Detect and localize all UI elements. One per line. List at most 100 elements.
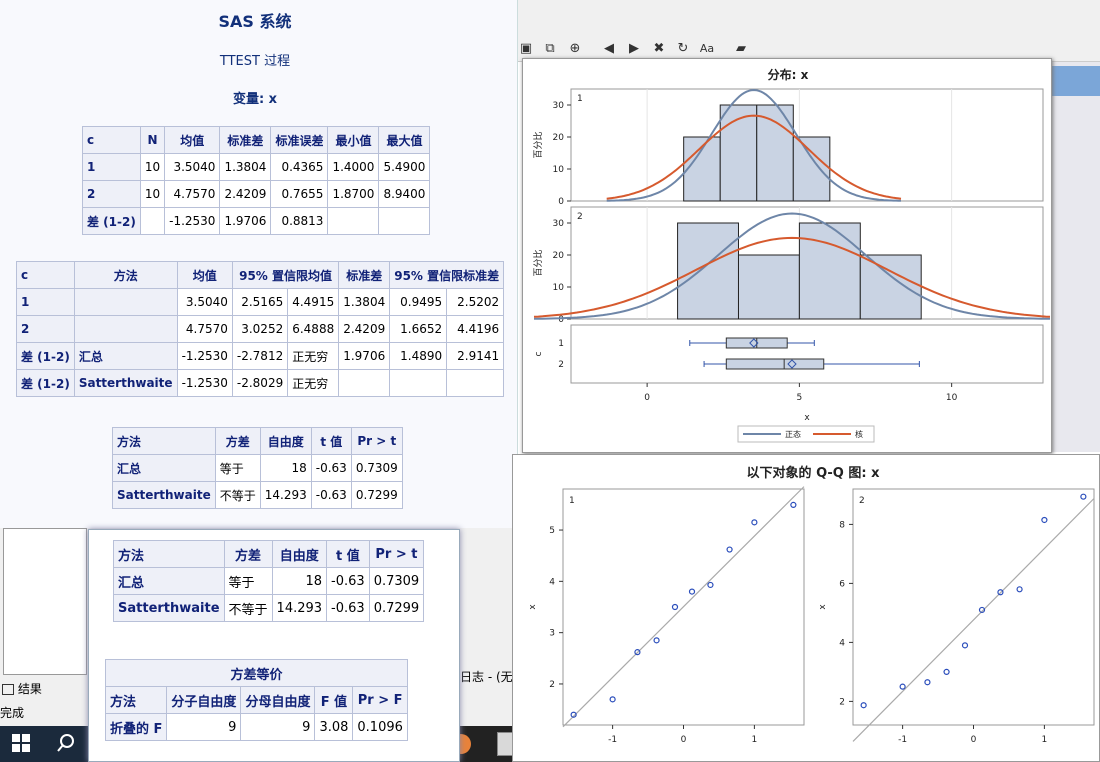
table-cell: -0.63 <box>310 454 352 482</box>
table-header-row: c 方法 均值 95% 置信限均值 标准差 95% 置信限标准差 <box>16 261 505 289</box>
column-header: 均值 <box>176 261 233 289</box>
window-edge-highlight <box>1052 66 1100 96</box>
table-cell: -1.2530 <box>176 369 233 397</box>
open-icon[interactable]: ▣ <box>519 41 533 56</box>
variable-title: 变量: x <box>232 92 278 107</box>
box-mean-marker <box>749 338 759 348</box>
table-row: 2 4.7570 3.0252 6.4888 2.4209 1.6652 4.4196 <box>16 315 505 343</box>
qq-x-tick-label: -1 <box>608 735 617 745</box>
qq-x-tick-label: 1 <box>752 735 758 745</box>
column-header: 分母自由度 <box>240 686 316 714</box>
output-window: SAS 系统 TTEST 过程 变量: x c N 均值 标准差 标准误差 最小值 最大值 1… <box>0 0 518 528</box>
table-cell: 不等于 <box>223 594 273 622</box>
windows-start-icon[interactable] <box>12 734 30 757</box>
log-tab[interactable]: 日志 - (无 <box>460 668 518 690</box>
normal-curve <box>533 212 1051 320</box>
stop-icon[interactable]: ✖ <box>653 41 665 56</box>
table-cell: Satterthwaite <box>113 594 225 622</box>
table-cell: 汇总 <box>113 567 225 595</box>
popup-ttest-table: 方法 方差 自由度 t 值 Pr > t 汇总 等于 18 -0.63 0.7309 Sattert… <box>113 540 425 622</box>
copy-icon[interactable]: ⧉ <box>545 41 555 56</box>
y-tick-label: 30 <box>553 101 565 111</box>
table-cell: 3.0252 <box>231 315 289 343</box>
panel-label: 1 <box>577 94 583 104</box>
qq-point <box>653 637 660 644</box>
box-group-label: 2 <box>558 360 564 370</box>
column-header: 标准差 <box>338 261 391 289</box>
qq-point <box>751 519 758 526</box>
table-cell: 0.7299 <box>368 594 425 622</box>
zoom-icon[interactable]: ⊕ <box>569 41 581 56</box>
table-cell: -1.2530 <box>164 207 221 235</box>
qq-point <box>570 711 577 718</box>
column-header: Pr > t <box>368 540 425 568</box>
qq-point <box>1041 516 1048 524</box>
qq-point <box>634 649 641 656</box>
table-cell: 汇总 <box>112 454 216 482</box>
column-header: 标准误差 <box>270 126 329 154</box>
column-header: t 值 <box>310 427 352 455</box>
column-header: 95% 置信限均值 <box>231 261 340 289</box>
table-cell <box>73 288 178 316</box>
font-size-icon[interactable]: Aa <box>699 42 715 55</box>
table-cell: 0.8813 <box>270 207 329 235</box>
qq-point <box>671 603 679 611</box>
column-header: 标准差 <box>219 126 272 154</box>
x-tick-label: 0 <box>644 393 650 403</box>
table-cell <box>73 315 178 343</box>
legend-label-kernel: 核 <box>855 429 863 439</box>
table-cell: 10 <box>139 153 166 181</box>
table-cell: 正无穷 <box>287 342 340 370</box>
x-tick-label: 5 <box>797 393 803 403</box>
qq-point <box>726 546 733 553</box>
table-cell: 0.4365 <box>270 153 329 181</box>
y-tick-label: 30 <box>553 219 565 229</box>
table-header-row: 方法 方差 自由度 t 值 Pr > t <box>113 540 425 568</box>
table-cell: 1 <box>82 153 141 181</box>
status-text: 完成 <box>0 706 25 720</box>
table-cell: 4.7570 <box>164 180 221 208</box>
qq-y-tick-label: 8 <box>839 520 845 530</box>
table-cell <box>327 207 380 235</box>
results-pane <box>3 528 87 675</box>
table-header-row: c N 均值 标准差 标准误差 最小值 最大值 <box>82 126 431 154</box>
column-header: 分子自由度 <box>166 686 242 714</box>
qq-panel-label: 1 <box>569 496 575 506</box>
qq-x-tick-label: 0 <box>971 735 977 745</box>
table-cell: 2.4209 <box>338 315 391 343</box>
refresh-icon[interactable]: ↻ <box>677 41 689 56</box>
qq-chart: 以下对象的 Q-Q 图: x 1 2 3 4 5 -1 0 1 x 2 2 4 6 8 -1 0 1 x <box>528 465 1095 745</box>
qq-y-tick-label: 2 <box>549 680 555 690</box>
back-arrow-icon[interactable]: ◀ <box>604 41 614 56</box>
ci-table: c 方法 均值 95% 置信限均值 标准差 95% 置信限标准差 1 3.5040 2.5165… <box>16 261 505 397</box>
column-header: 方法 <box>113 540 225 568</box>
table-row: 汇总 等于 18 -0.63 0.7309 <box>113 567 425 595</box>
window-edge <box>1052 62 1100 452</box>
qq-y-tick-label: 4 <box>839 638 845 648</box>
search-icon[interactable] <box>56 733 76 753</box>
legend-frame <box>737 425 875 443</box>
table-cell: 差 (1-2) <box>16 342 75 370</box>
column-header: 自由度 <box>271 540 328 568</box>
column-header: c <box>82 126 141 154</box>
table-cell: 0.1096 <box>352 713 408 741</box>
table-cell: -0.63 <box>326 594 370 622</box>
table-cell: 18 <box>271 567 328 595</box>
table-row: 差 (1-2) -1.2530 1.9706 0.8813 <box>82 207 431 235</box>
table-cell: 9 <box>240 713 316 741</box>
box <box>725 358 825 370</box>
qq-point <box>1016 586 1023 593</box>
table-cell: -0.63 <box>310 481 352 509</box>
book-icon[interactable]: ▰ <box>736 41 746 56</box>
table-cell: 0.7309 <box>368 567 425 595</box>
results-tab[interactable]: 结果 <box>0 676 88 698</box>
forward-arrow-icon[interactable]: ▶ <box>629 41 639 56</box>
qq-point <box>688 588 696 595</box>
table-cell: 1.4000 <box>327 153 380 181</box>
box-panel-frame <box>570 324 1044 384</box>
results-icon <box>2 684 14 695</box>
column-header: 方差 <box>223 540 273 568</box>
y-axis-label: 百分比 <box>532 249 544 276</box>
table-header-row: 方法 分子自由度 分母自由度 F 值 Pr > F <box>104 686 408 714</box>
table-cell: 2.4209 <box>219 180 272 208</box>
